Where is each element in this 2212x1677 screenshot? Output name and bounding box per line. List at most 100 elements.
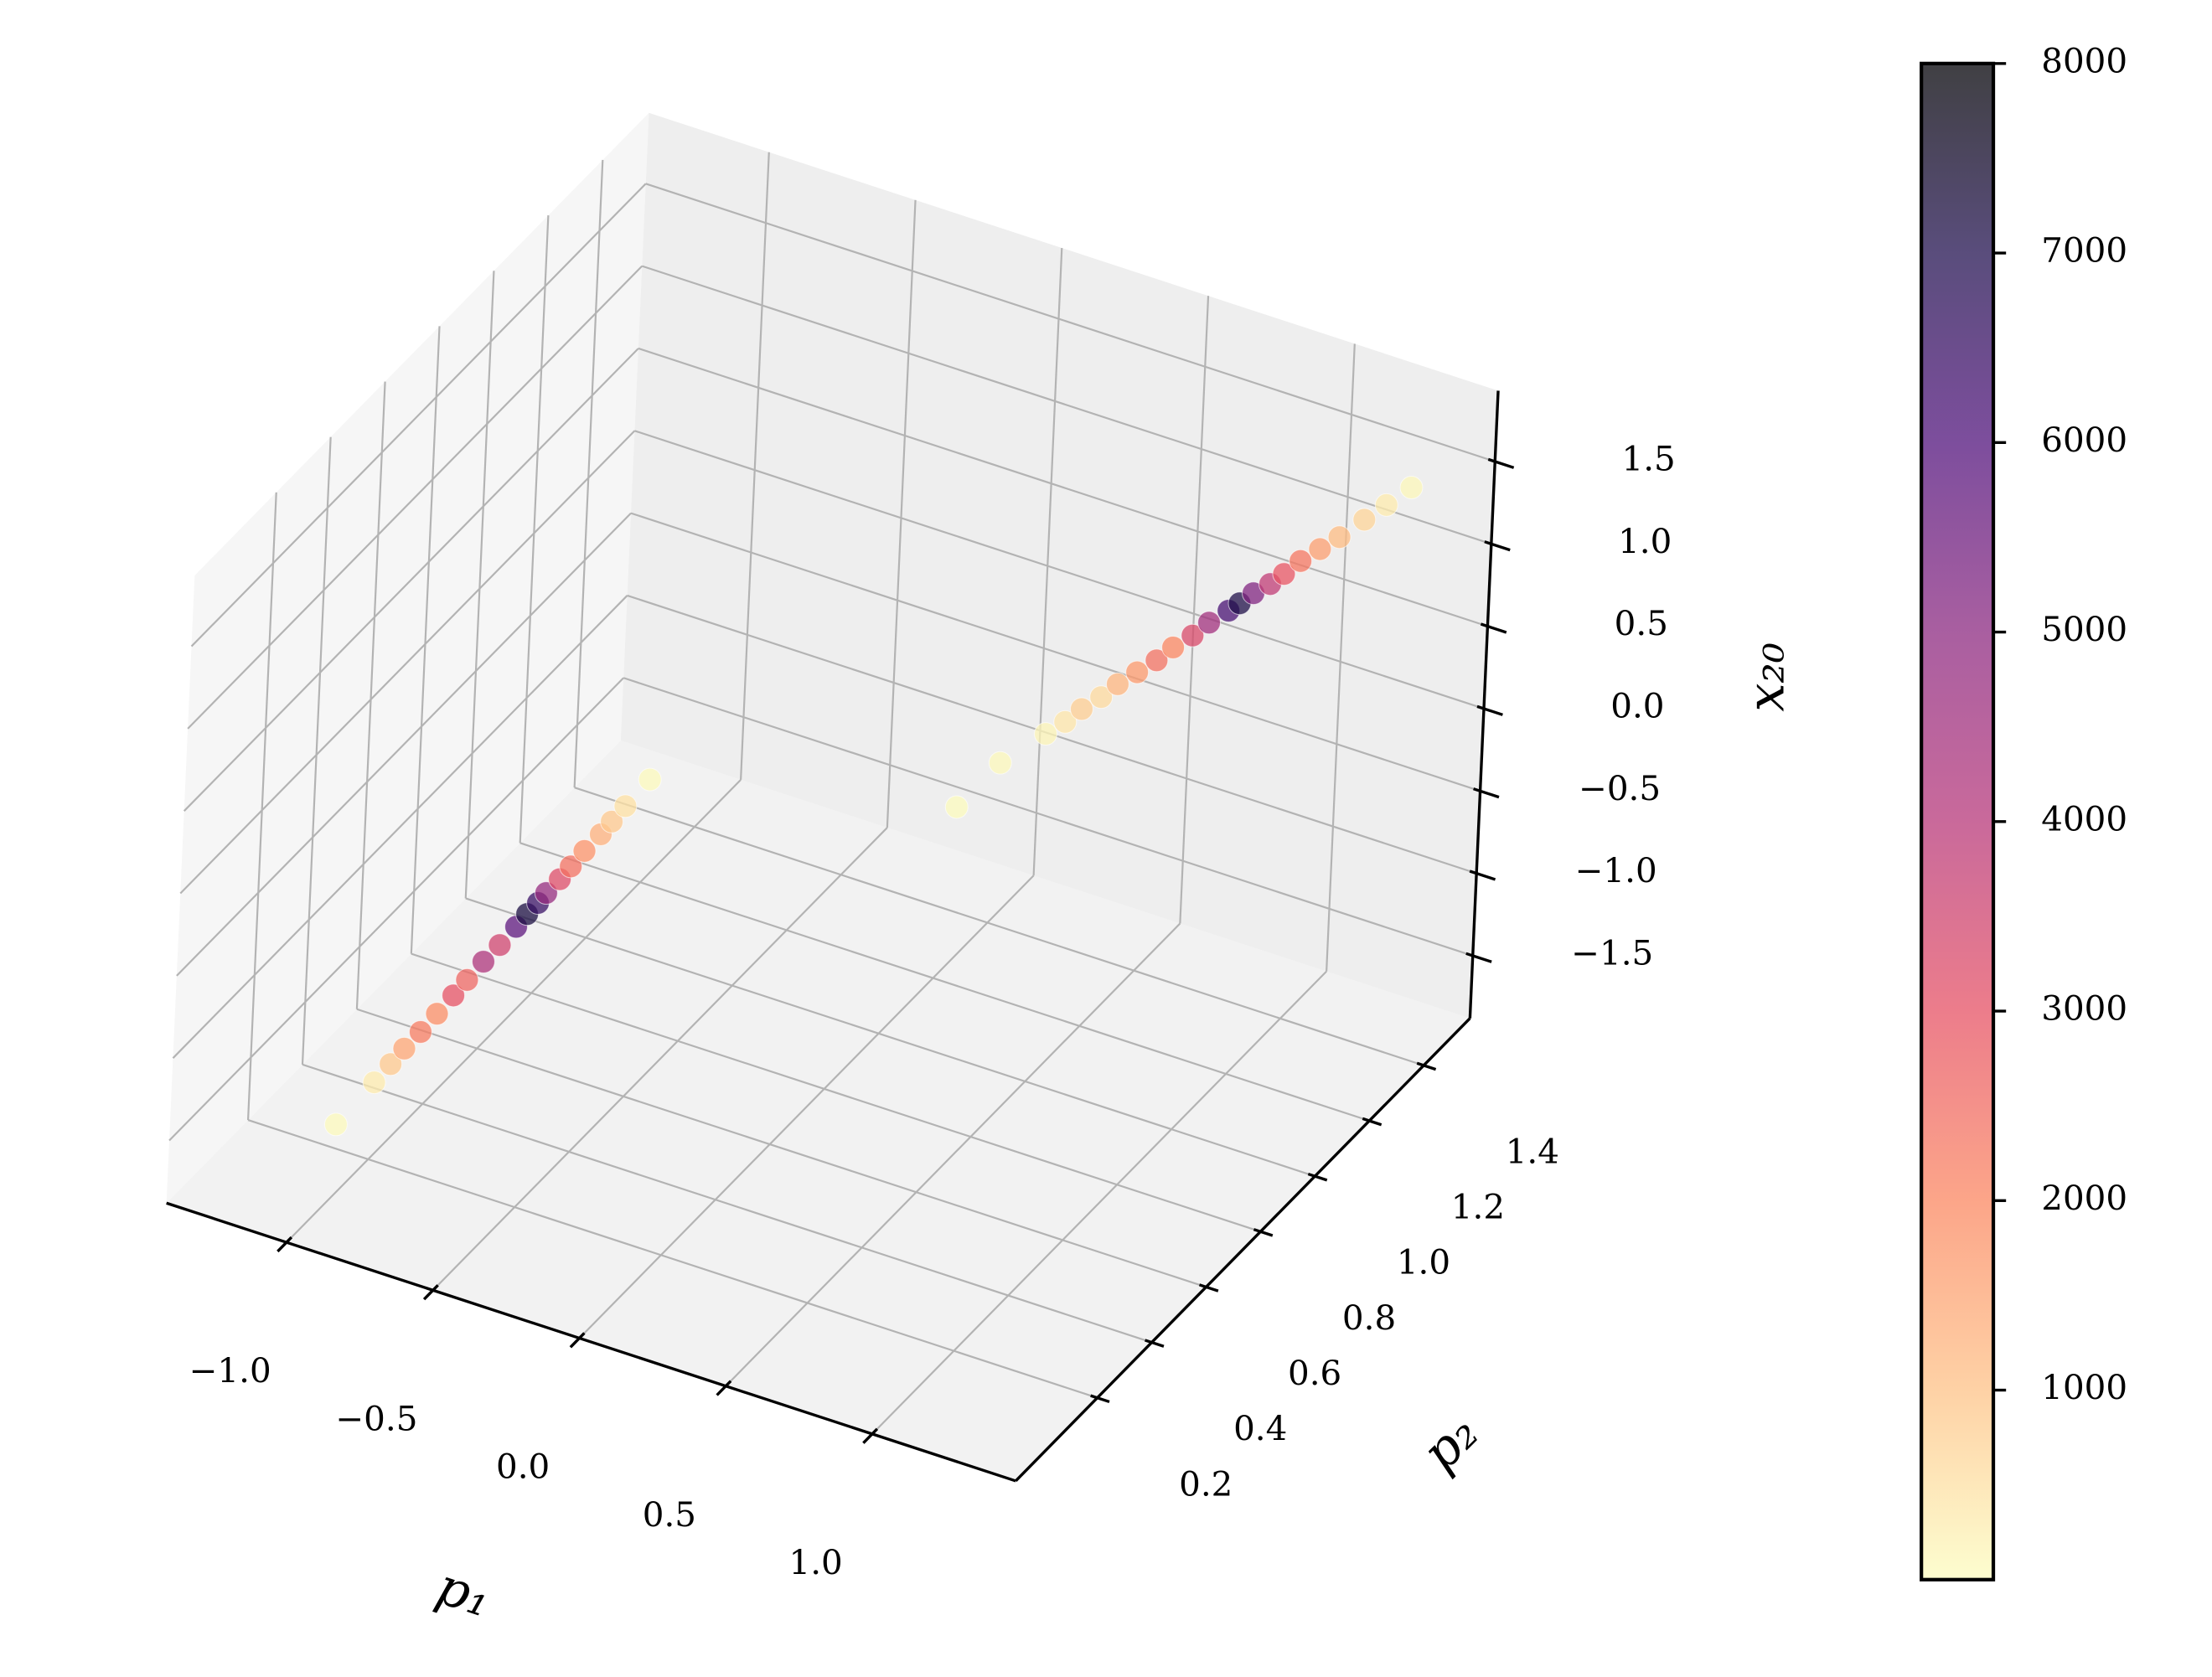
- point: [1070, 697, 1093, 721]
- grid-line: [578, 875, 1035, 1339]
- x-tick-label: 0.0: [496, 1447, 550, 1487]
- point: [559, 854, 583, 879]
- z-tick-label: −1.5: [1571, 932, 1653, 973]
- y-axis-label: p₂: [1411, 1404, 1490, 1483]
- grid-line: [179, 430, 636, 895]
- points: [323, 476, 1424, 1137]
- x-tick: [422, 1284, 439, 1301]
- point: [1125, 660, 1150, 684]
- grid-line: [1032, 247, 1063, 876]
- back-pane: [620, 112, 1499, 1019]
- z-tick: [1487, 457, 1515, 469]
- x-tick-label: −1.0: [189, 1350, 271, 1391]
- x-tick: [716, 1380, 732, 1396]
- x-tick-label: 1.0: [789, 1542, 843, 1582]
- point: [944, 795, 969, 819]
- point: [362, 1071, 386, 1095]
- grid-line: [187, 265, 643, 730]
- z-tick: [1476, 704, 1503, 716]
- colorbar-tick-label: 6000: [2041, 420, 2127, 460]
- point: [1034, 722, 1058, 746]
- z-tick: [1480, 622, 1507, 634]
- z-tick-label: −0.5: [1579, 768, 1661, 808]
- y-tick-label: 0.6: [1288, 1353, 1341, 1393]
- point: [455, 968, 479, 992]
- grid-line: [871, 970, 1327, 1435]
- z-axis-line: [1468, 390, 1500, 1019]
- x-tick-label: 0.5: [643, 1494, 696, 1535]
- y-tick-label: 0.4: [1233, 1408, 1287, 1448]
- x-tick: [569, 1332, 586, 1349]
- point: [1399, 476, 1424, 499]
- z-tick: [1473, 787, 1500, 799]
- x-tick-label: −0.5: [335, 1398, 417, 1438]
- point: [442, 983, 466, 1008]
- grid-line: [410, 326, 441, 954]
- y-tick: [1253, 1228, 1274, 1237]
- y-tick-label: 1.4: [1506, 1131, 1559, 1171]
- y-tick-label: 1.2: [1451, 1187, 1505, 1227]
- grid-line: [630, 512, 1481, 792]
- point: [1272, 562, 1296, 586]
- x-tick: [862, 1427, 879, 1444]
- grid-line: [623, 677, 1474, 957]
- grid-line: [176, 512, 632, 977]
- x-axis-line: [166, 1201, 1016, 1483]
- x-tick: [276, 1236, 293, 1253]
- z-tick-label: 0.5: [1615, 603, 1668, 643]
- point: [471, 950, 495, 974]
- colorbar-tick-label: 7000: [2041, 230, 2127, 271]
- colorbar-tick-label: 2000: [2041, 1178, 2127, 1218]
- point: [1089, 685, 1114, 710]
- grid-line: [172, 595, 628, 1059]
- point: [1105, 672, 1129, 696]
- colorbar-tick-label: 1000: [2041, 1367, 2127, 1407]
- colorbar-gradient: [1921, 63, 1994, 1580]
- z-tick-label: 0.0: [1610, 685, 1664, 725]
- floor-pane: [166, 740, 1470, 1481]
- y-tick: [1307, 1172, 1328, 1182]
- point: [392, 1036, 416, 1060]
- colorbar-tick-label: 8000: [2041, 40, 2127, 80]
- y-tick: [1145, 1339, 1165, 1348]
- point: [323, 1112, 348, 1137]
- grid-line: [355, 381, 386, 1009]
- y-axis-line: [1015, 1017, 1471, 1483]
- grid-line: [725, 922, 1181, 1387]
- point: [379, 1052, 403, 1076]
- z-tick-label: 1.0: [1618, 521, 1672, 561]
- point: [1374, 493, 1398, 517]
- point: [1289, 549, 1313, 573]
- point: [1145, 648, 1169, 673]
- grid-line: [356, 1008, 1207, 1288]
- point: [1053, 710, 1078, 734]
- point: [613, 794, 638, 818]
- point: [1327, 525, 1351, 550]
- colorbar: 1000 2000 3000 4000 5000 6000 7000 8000: [1920, 40, 2127, 1582]
- grid-line: [740, 152, 770, 780]
- y-tick: [1362, 1117, 1382, 1127]
- z-tick: [1484, 540, 1511, 552]
- y-tick: [1198, 1283, 1219, 1293]
- y-tick: [1090, 1394, 1110, 1404]
- grid-line: [638, 347, 1488, 627]
- y-tick: [1416, 1061, 1437, 1071]
- colorbar-tick-label: 4000: [2041, 798, 2127, 838]
- grid-line: [464, 271, 495, 899]
- grid-line: [519, 215, 550, 844]
- point: [572, 838, 597, 863]
- z-tick-label: 1.5: [1622, 438, 1676, 478]
- grid-line: [246, 492, 277, 1121]
- grid-line: [1179, 296, 1210, 924]
- grid-line: [641, 265, 1492, 545]
- grid-line: [183, 348, 639, 812]
- point: [1161, 635, 1186, 659]
- grid: [168, 152, 1496, 1435]
- point: [988, 751, 1012, 775]
- grid-line: [574, 787, 1424, 1066]
- x-axis-label: p₁: [430, 1557, 499, 1629]
- grid-line: [168, 677, 624, 1142]
- grid-line: [634, 430, 1485, 710]
- grid-line: [465, 897, 1315, 1178]
